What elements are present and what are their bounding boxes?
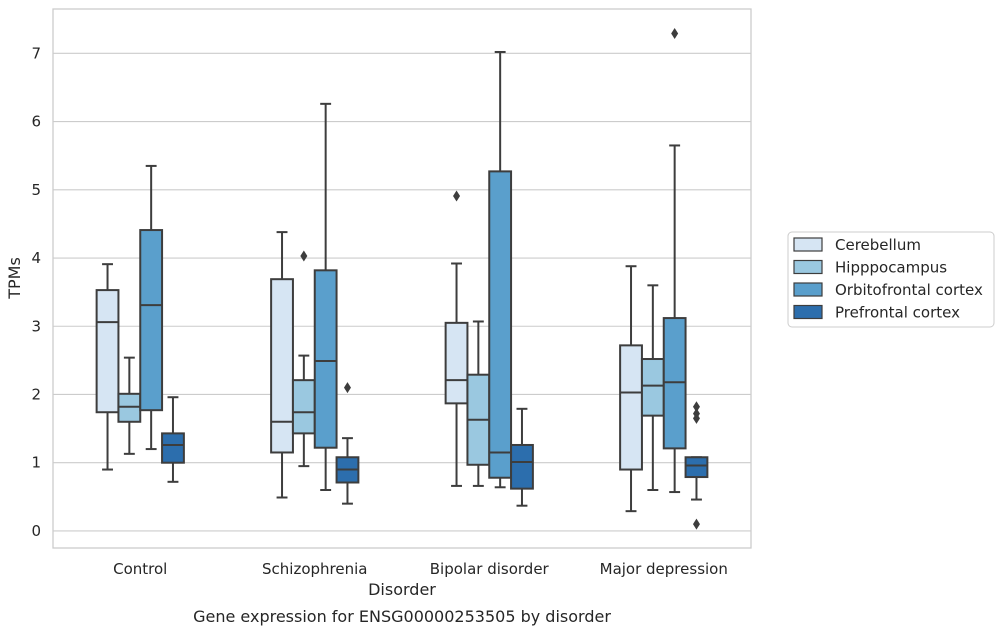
- box-1-1: [291, 250, 316, 468]
- box-0-3: [619, 265, 643, 513]
- x-axis: Control Schizophrenia Bipolar disorder Majo…: [113, 560, 728, 578]
- box-2-1: [313, 102, 338, 492]
- outlier-point: [343, 382, 351, 394]
- y-tick-label: 0: [31, 522, 41, 540]
- box-iqr: [510, 443, 534, 490]
- outlier-point: [300, 250, 308, 262]
- outlier-point: [692, 401, 700, 413]
- y-tick-label: 5: [31, 181, 41, 199]
- x-tick-label: Control: [113, 560, 167, 578]
- box-0-0: [95, 263, 120, 471]
- plot-area: [52, 8, 752, 549]
- x-tick-label: Schizophrenia: [262, 560, 367, 578]
- outlier-point: [692, 412, 700, 424]
- box-iqr: [291, 379, 316, 435]
- chart-title: Gene expression for ENSG00000253505 by d…: [193, 607, 611, 626]
- legend-swatch: [793, 304, 823, 320]
- box-1-0: [117, 356, 142, 455]
- box-iqr: [313, 269, 338, 449]
- outlier-point: [453, 190, 461, 202]
- box-iqr: [488, 170, 513, 479]
- legend-label: Prefrontal cortex: [835, 304, 960, 322]
- outlier-point: [692, 518, 700, 530]
- box-3-3: [684, 401, 709, 530]
- box-iqr: [161, 432, 185, 464]
- box-iqr: [95, 289, 120, 414]
- box-iqr: [139, 229, 164, 412]
- box-iqr: [619, 344, 643, 471]
- y-tick-label: 7: [31, 44, 41, 62]
- legend-swatch: [793, 259, 823, 275]
- y-axis: 0 1 2 3 4 5 6 7: [31, 44, 41, 540]
- y-tick-label: 6: [31, 113, 41, 131]
- legend-swatch: [793, 282, 823, 297]
- y-axis-title: TPMs: [5, 257, 24, 300]
- legend-label: Cerebellum: [835, 236, 921, 254]
- box-3-0: [161, 396, 185, 483]
- box-0-2: [444, 190, 469, 487]
- legend-swatch: [793, 237, 823, 252]
- box-2-2: [488, 50, 513, 489]
- box-1-3: [640, 284, 665, 492]
- box-iqr: [662, 317, 687, 450]
- box-2-0: [139, 164, 164, 451]
- x-axis-title: Disorder: [368, 580, 436, 599]
- box-3-2: [510, 407, 534, 507]
- outlier-point: [671, 28, 679, 40]
- box-3-1: [335, 382, 360, 505]
- box-2-3: [662, 28, 687, 494]
- box-iqr: [270, 278, 294, 454]
- plot-frame: [52, 8, 752, 549]
- box-iqr: [117, 392, 142, 423]
- box-iqr: [640, 358, 665, 417]
- legend: Cerebellum Hipppocampus Orbitofrontal cort…: [787, 231, 995, 328]
- legend-label: Hipppocampus: [835, 259, 947, 277]
- box-1-2: [466, 320, 491, 487]
- y-tick-label: 1: [31, 454, 41, 472]
- box-iqr: [684, 456, 709, 479]
- y-tick-label: 3: [31, 317, 41, 335]
- legend-frame: [787, 231, 995, 328]
- x-tick-label: Major depression: [600, 560, 728, 578]
- y-tick-label: 2: [31, 385, 41, 403]
- box-0-1: [270, 231, 294, 499]
- x-tick-label: Bipolar disorder: [430, 560, 550, 578]
- y-tick-label: 4: [31, 249, 41, 267]
- box-iqr: [444, 321, 469, 405]
- legend-label: Orbitofrontal cortex: [835, 281, 983, 299]
